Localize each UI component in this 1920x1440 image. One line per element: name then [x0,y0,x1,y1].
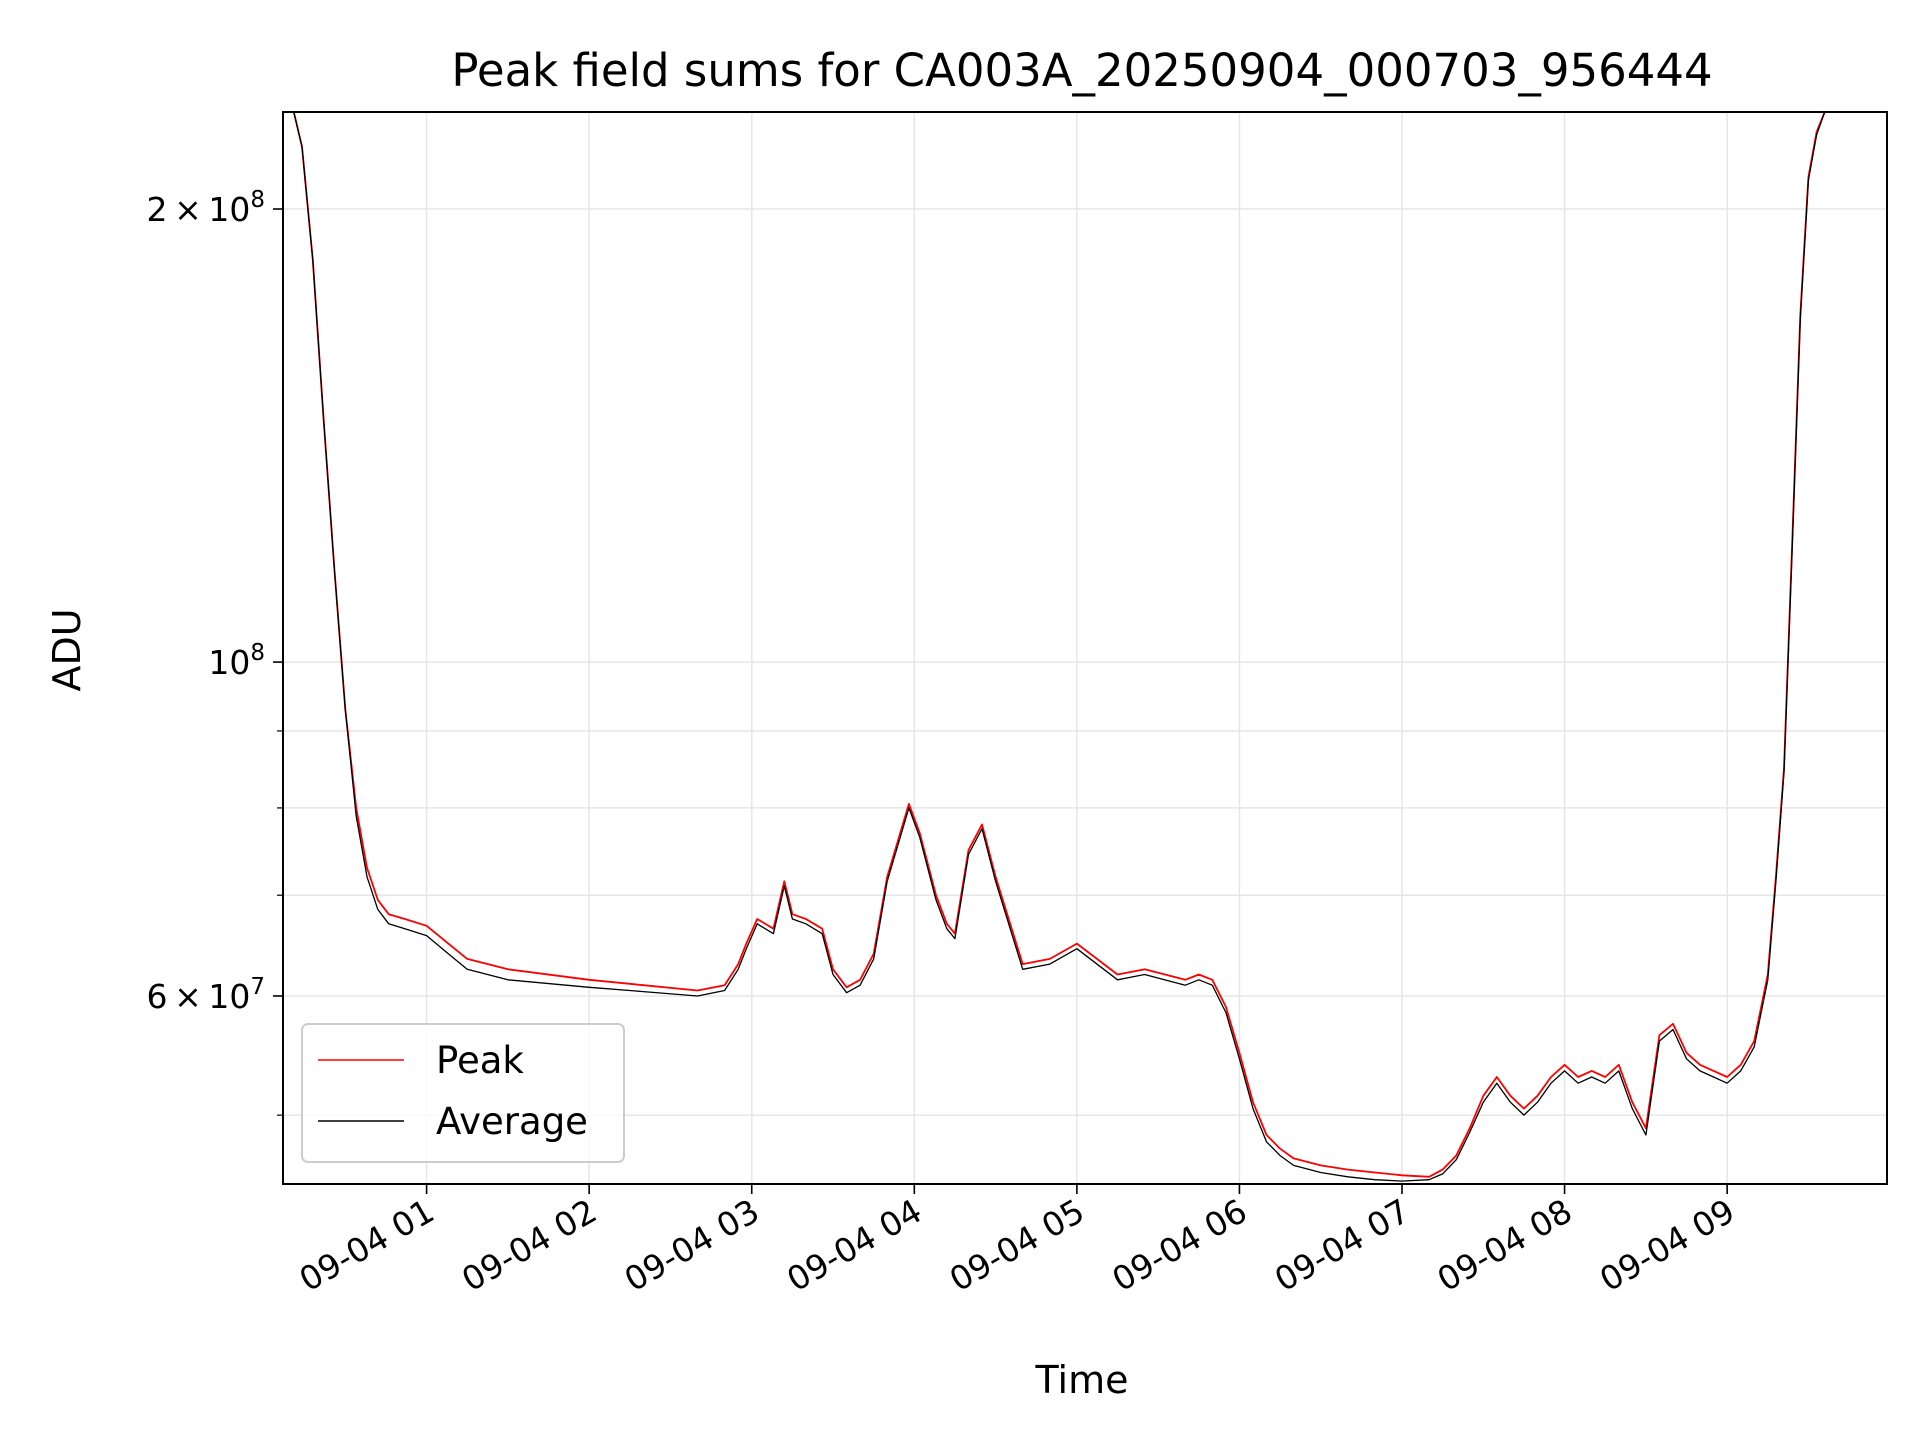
y-tick-label: 6 × 107 [147,974,265,1016]
chart-title: Peak field sums for CA003A_20250904_0007… [451,44,1712,97]
legend-label-average: Average [436,1100,588,1143]
legend-label-peak: Peak [436,1039,524,1082]
x-axis-label: Time [1035,1358,1129,1402]
series-line-peak [283,112,1887,1178]
legend-box [301,1023,625,1163]
y-tick-label: 2 × 108 [147,187,265,229]
series-line-average [283,112,1887,1182]
plot-series-area [283,112,1887,1182]
grid [283,112,1887,1184]
plot-frame [282,111,1888,1185]
legend: Peak Average [301,1023,625,1163]
y-axis-label: ADU [45,608,89,691]
